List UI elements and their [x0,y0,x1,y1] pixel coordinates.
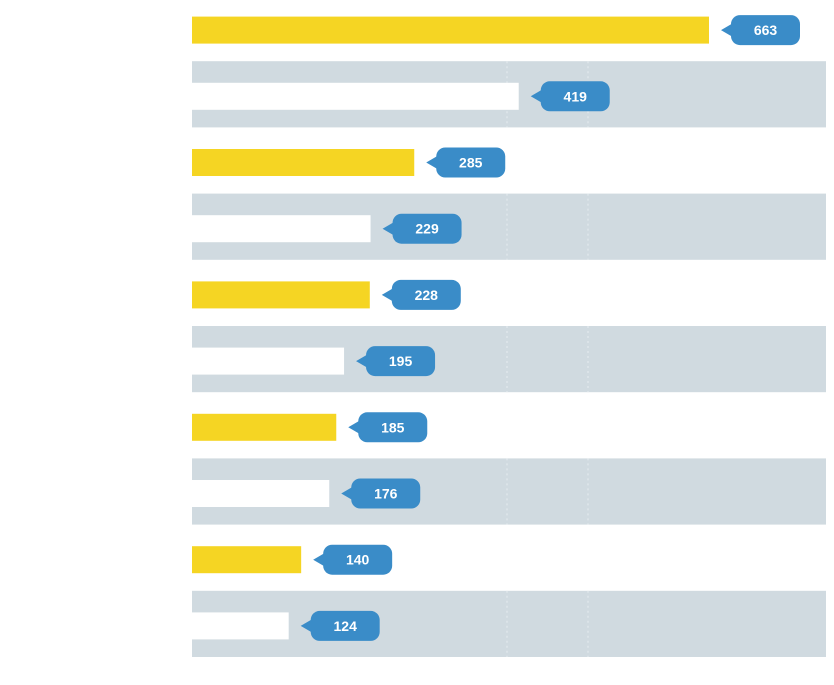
value-callout: 229 [382,213,462,244]
callout-box [351,478,421,509]
callout-box [540,81,610,112]
bar [192,413,337,441]
value-callout: 176 [341,478,421,509]
value-callout: 419 [530,81,610,112]
callout-pointer [313,552,326,567]
value-callout: 663 [721,15,800,46]
bar [192,281,370,309]
bar [192,546,302,574]
callout-box [323,544,393,575]
data-label: 419 [564,88,588,104]
data-label: 124 [334,618,358,634]
data-label: 176 [374,486,398,502]
callout-box [436,147,506,178]
bars [192,16,709,640]
data-label: 285 [459,155,483,171]
callout-box [358,412,428,443]
bar [192,149,415,176]
bar [192,347,345,375]
data-label: 228 [415,287,439,303]
callout-box [392,213,462,244]
callout-pointer [348,420,361,435]
callout-pointer [721,23,733,38]
bar [192,612,289,640]
value-callouts: 663 419 285 229 228 195 185 176 140 124 [300,15,800,641]
data-label: 229 [415,221,439,237]
bar [192,82,519,110]
value-callout: 195 [356,346,436,377]
value-callout: 185 [348,412,428,443]
data-label: 140 [346,552,370,568]
bar [192,16,709,44]
callout-pointer [382,221,395,236]
callout-pointer [341,486,354,501]
value-callout: 124 [300,610,380,641]
value-callout: 285 [426,147,506,178]
value-callout: 228 [381,279,461,310]
callout-pointer [381,287,394,302]
row-band [192,590,826,657]
callout-pointer [426,155,439,170]
callout-box [731,15,800,46]
value-callout: 140 [313,544,393,575]
data-label: 185 [381,419,405,435]
callout-pointer [300,618,313,633]
data-label: 663 [754,22,778,38]
callout-box [310,610,380,641]
callout-box [366,346,436,377]
bar [192,215,371,243]
bar [192,480,330,507]
data-label: 195 [389,353,413,369]
callout-box [391,279,461,310]
callout-pointer [356,354,369,369]
callout-pointer [530,89,543,104]
